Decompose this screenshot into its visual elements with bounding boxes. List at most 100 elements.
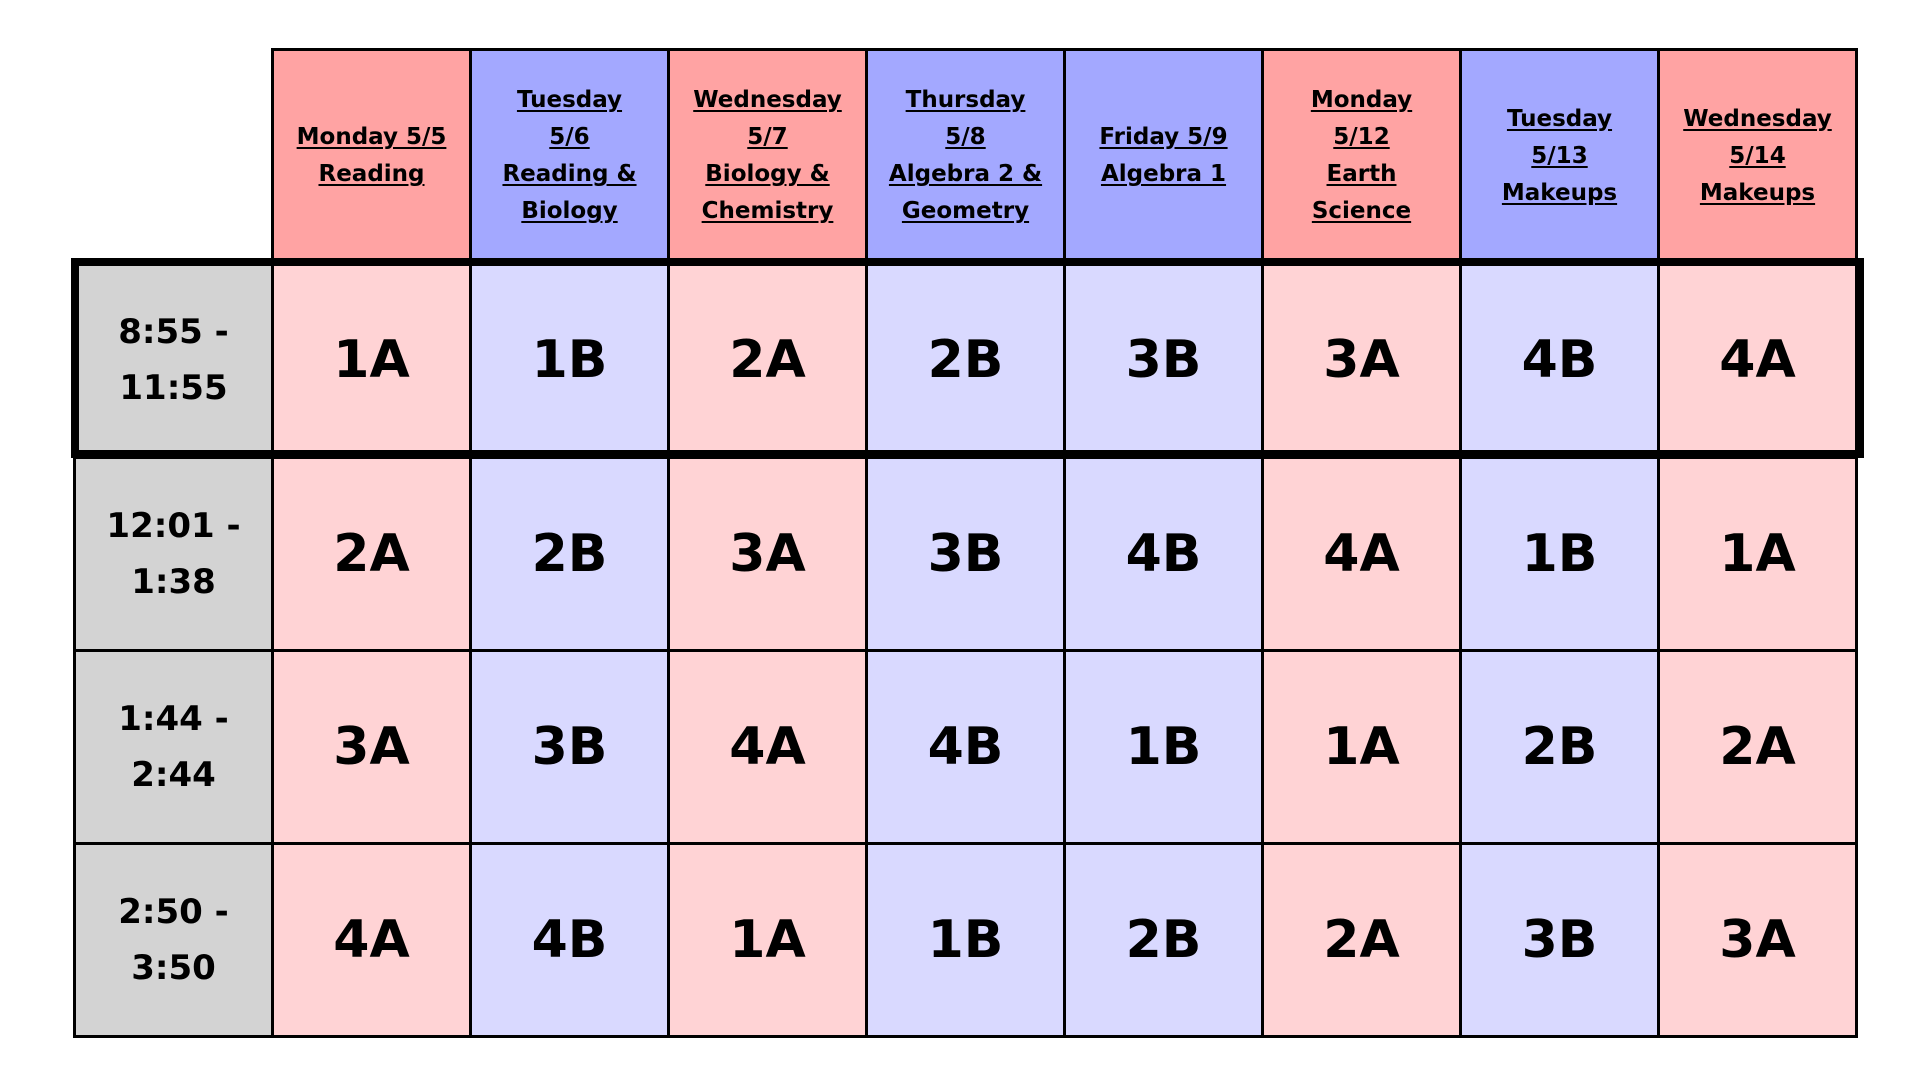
session-code: 4A xyxy=(333,909,410,970)
session-code: 3B xyxy=(927,523,1004,584)
session-code: 1B xyxy=(531,330,608,390)
session-code-cell: 3B xyxy=(1063,261,1264,459)
day-header-cell: Friday 5/9 Algebra 1 xyxy=(1063,48,1264,265)
day-header-line: Thursday xyxy=(905,87,1026,114)
day-header-line: Earth xyxy=(1326,161,1397,188)
session-code-cell: 2A xyxy=(271,455,472,652)
session-code-cell: 4A xyxy=(1261,455,1462,652)
header-row: Monday 5/5 Reading Tuesday 5/6 Reading & Biol… xyxy=(75,48,1858,265)
day-header-line: 5/6 xyxy=(549,124,590,151)
day-header-line: 5/12 xyxy=(1333,124,1390,151)
day-header-line: Reading xyxy=(318,161,425,188)
session-code-cell: 2B xyxy=(865,261,1066,459)
day-header-cell: Wednesday 5/7 Biology & Chemistry xyxy=(667,48,868,265)
day-header-line: Biology xyxy=(521,198,618,225)
day-header-line: Wednesday xyxy=(1683,105,1832,132)
day-header-cell: Monday 5/5 Reading xyxy=(271,48,472,265)
session-code: 2A xyxy=(1323,909,1400,970)
exam-schedule-table: Monday 5/5 Reading Tuesday 5/6 Reading & Biol… xyxy=(73,48,1858,1038)
time-range-cell: 12:01 - 1:38 xyxy=(73,455,274,652)
session-code: 4A xyxy=(1323,523,1400,584)
day-header-line: 5/13 xyxy=(1531,142,1588,169)
session-code-cell: 1A xyxy=(667,841,868,1038)
session-code: 3A xyxy=(729,523,806,584)
time-range-line: 1:38 xyxy=(131,561,216,602)
time-range-cell: 2:50 - 3:50 xyxy=(73,841,274,1038)
session-code: 1B xyxy=(927,909,1004,970)
session-code-cell: 1A xyxy=(271,261,472,459)
session-code-cell: 1A xyxy=(1261,648,1462,845)
session-code-cell: 4B xyxy=(469,841,670,1038)
session-code-cell: 3B xyxy=(865,455,1066,652)
session-code: 4B xyxy=(1521,330,1598,390)
session-code-cell: 3A xyxy=(667,455,868,652)
session-code: 2B xyxy=(1521,716,1598,777)
day-header-line: Monday xyxy=(1310,87,1413,114)
day-header-line: Chemistry xyxy=(701,198,834,225)
session-code: 1B xyxy=(1125,716,1202,777)
session-code-cell: 4A xyxy=(271,841,472,1038)
time-slot-row: 12:01 - 1:38 2A 2B 3A 3B 4B 4A 1B 1A xyxy=(73,455,1858,652)
session-code-cell: 4B xyxy=(865,648,1066,845)
day-header-line: 5/7 xyxy=(747,124,788,151)
day-header-line: Algebra 2 & xyxy=(888,161,1043,188)
day-header-line: Makeups xyxy=(1501,179,1618,206)
session-code: 1A xyxy=(333,330,410,390)
session-code-cell: 4A xyxy=(1657,261,1858,459)
session-code-cell: 1B xyxy=(1063,648,1264,845)
day-header-cell: Thursday 5/8 Algebra 2 & Geometry xyxy=(865,48,1066,265)
day-header-line: 5/14 xyxy=(1729,142,1786,169)
empty-corner-cell xyxy=(75,50,273,264)
session-code: 2B xyxy=(927,330,1004,390)
session-code: 1B xyxy=(1521,523,1598,584)
session-code: 3B xyxy=(1521,909,1598,970)
time-range-cell: 8:55 - 11:55 xyxy=(73,261,274,459)
time-slot-row: 2:50 - 3:50 4A 4B 1A 1B 2B 2A 3B 3A xyxy=(73,841,1858,1038)
time-range-cell: 1:44 - 2:44 xyxy=(73,648,274,845)
session-code: 2A xyxy=(333,523,410,584)
time-slot-row: 8:55 - 11:55 1A 1B 2A 2B 3B 3A 4B 4A xyxy=(73,261,1858,459)
schedule-body: 8:55 - 11:55 1A 1B 2A 2B 3B 3A 4B 4A 12:01 - 1:38 2A… xyxy=(73,261,1858,1038)
session-code: 2A xyxy=(729,330,806,390)
session-code-cell: 2B xyxy=(469,455,670,652)
session-code-cell: 2A xyxy=(1261,841,1462,1038)
session-code: 4A xyxy=(729,716,806,777)
session-code-cell: 2A xyxy=(1657,648,1858,845)
session-code: 1A xyxy=(729,909,806,970)
session-code-cell: 1B xyxy=(865,841,1066,1038)
session-code-cell: 4A xyxy=(667,648,868,845)
session-code-cell: 4B xyxy=(1063,455,1264,652)
time-slot-row: 1:44 - 2:44 3A 3B 4A 4B 1B 1A 2B 2A xyxy=(73,648,1858,845)
time-range-line: 3:50 xyxy=(131,947,216,988)
day-header-line: Friday 5/9 xyxy=(1099,124,1228,151)
session-code-cell: 1B xyxy=(469,261,670,459)
day-header-line: Geometry xyxy=(901,198,1030,225)
day-header-line: Tuesday xyxy=(516,87,623,114)
session-code: 3A xyxy=(1323,330,1400,390)
day-header-cell: Tuesday 5/6 Reading & Biology xyxy=(469,48,670,265)
day-header-line: Monday 5/5 xyxy=(296,124,447,151)
session-code-cell: 2A xyxy=(667,261,868,459)
session-code: 4B xyxy=(531,909,608,970)
day-header-line: Reading & xyxy=(502,161,637,188)
day-header-cell: Monday 5/12 Earth Science xyxy=(1261,48,1462,265)
day-header-line: Algebra 1 xyxy=(1100,161,1227,188)
session-code-cell: 3A xyxy=(271,648,472,845)
session-code: 4B xyxy=(1125,523,1202,584)
session-code: 3B xyxy=(531,716,608,777)
session-code-cell: 1A xyxy=(1657,455,1858,652)
session-code-cell: 3B xyxy=(469,648,670,845)
session-code-cell: 2B xyxy=(1063,841,1264,1038)
time-range-line: 2:44 xyxy=(131,754,216,795)
time-range-line: 2:50 - xyxy=(118,891,229,932)
session-code-cell: 2B xyxy=(1459,648,1660,845)
day-header-line: Biology & xyxy=(705,161,830,188)
day-header-line: Tuesday xyxy=(1506,105,1613,132)
session-code-cell: 1B xyxy=(1459,455,1660,652)
session-code-cell: 3B xyxy=(1459,841,1660,1038)
session-code: 3A xyxy=(1719,909,1796,970)
day-header-cell: Wednesday 5/14 Makeups xyxy=(1657,48,1858,265)
session-code: 3A xyxy=(333,716,410,777)
session-code: 4B xyxy=(927,716,1004,777)
session-code-cell: 4B xyxy=(1459,261,1660,459)
